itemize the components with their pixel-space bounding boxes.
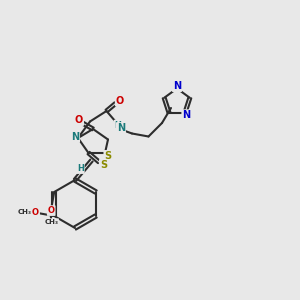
Text: CH₃: CH₃ [17, 209, 31, 215]
Text: O: O [116, 95, 124, 106]
Text: O: O [32, 208, 39, 217]
Text: N: N [173, 81, 181, 91]
Text: CH₃: CH₃ [44, 219, 58, 225]
Text: N: N [117, 123, 125, 133]
Text: O: O [75, 115, 83, 125]
Text: S: S [100, 160, 107, 170]
Text: S: S [104, 151, 112, 161]
Text: N: N [71, 131, 79, 142]
Text: H: H [115, 121, 121, 130]
Text: O: O [48, 206, 55, 215]
Text: N: N [182, 110, 190, 120]
Text: H: H [77, 164, 84, 173]
